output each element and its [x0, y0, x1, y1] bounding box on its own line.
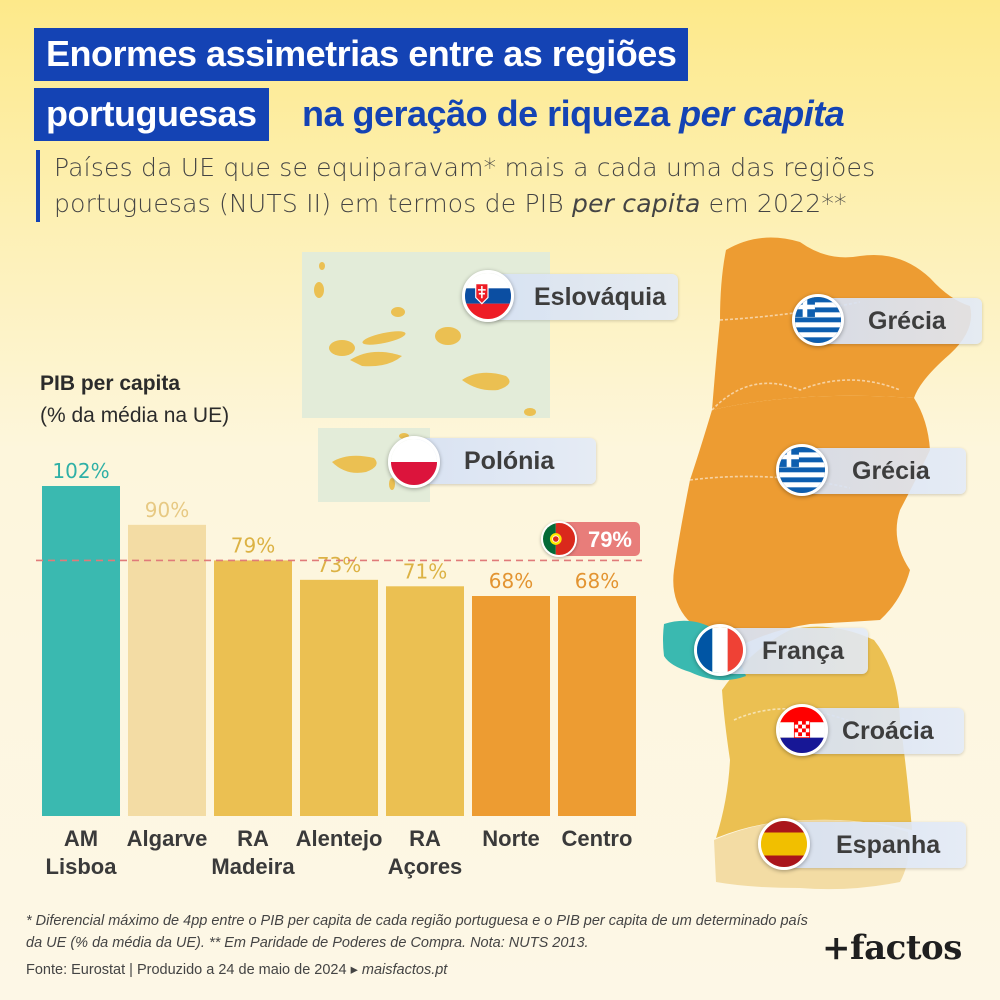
bar-1 — [128, 524, 206, 816]
madeira-island-desertas — [389, 478, 395, 490]
category-label: RA — [237, 826, 269, 851]
azores-island-graciosa — [391, 307, 405, 317]
croatia-flag-icon — [776, 704, 828, 756]
spain-flag-svg — [761, 821, 807, 867]
portugal-flag-svg — [543, 523, 575, 555]
greece-flag-icon — [776, 444, 828, 496]
title-line-1: Enormes assimetrias entre as regiões — [34, 28, 689, 81]
bar-value-label: 90% — [145, 498, 189, 522]
poland-flag-icon — [388, 436, 440, 488]
chart-ylabel-unit: (% da média na UE) — [40, 404, 230, 427]
category-label: Algarve — [127, 826, 208, 851]
bar-5 — [472, 596, 550, 816]
country-label-algarve: Espanha — [836, 831, 941, 859]
country-label-alentejo: Croácia — [842, 717, 934, 745]
country-label-centro: Grécia — [852, 457, 930, 485]
bar-3 — [300, 579, 378, 816]
bar-value-label: 71% — [403, 559, 447, 583]
chart-ylabel: PIB per capita — [40, 372, 180, 396]
france-flag-icon — [694, 624, 746, 676]
greece-flag-icon — [792, 294, 844, 346]
subtitle-emphasis: per capita — [572, 189, 701, 218]
greece-flag-svg — [779, 447, 825, 493]
bar-value-label: 68% — [575, 569, 619, 593]
pill-algarve: Espanha — [786, 822, 966, 868]
pill-madeira: Polónia — [412, 438, 596, 484]
subtitle: Países da UE que se equiparavam* mais a … — [36, 150, 976, 222]
azores-island-sao-miguel — [462, 372, 510, 391]
title-line-2-emphasis: per capita — [679, 93, 845, 134]
category-label: Açores — [388, 854, 463, 879]
poland-flag-svg — [391, 439, 437, 485]
category-label: Norte — [482, 826, 539, 851]
slovakia-flag-svg — [465, 273, 511, 319]
bar-value-label: 79% — [231, 533, 275, 557]
azores-islands — [314, 262, 536, 416]
bar-value-label: 73% — [317, 553, 361, 577]
category-label: Alentejo — [296, 826, 383, 851]
bar-chart: 102% AM Lisboa 90% Algarve 79% RA Madeira 73% Ale… — [36, 459, 642, 879]
bar-0 — [42, 486, 120, 816]
croatia-flag-svg — [779, 707, 825, 753]
country-label-azores: Eslováquia — [534, 283, 666, 311]
azores-island-santa-maria — [524, 408, 536, 416]
brand-logo: +factos — [822, 928, 962, 968]
country-label-am-lisboa: França — [762, 637, 844, 665]
pill-norte: Grécia — [818, 298, 982, 344]
madeira-island-main — [332, 455, 377, 473]
subtitle-text-1: Países da UE que se equiparavam* mais a … — [54, 153, 876, 218]
bar-4 — [386, 586, 464, 816]
bar-6 — [558, 596, 636, 816]
source-link[interactable]: maisfactos.pt — [361, 962, 448, 978]
category-label: Centro — [562, 826, 633, 851]
category-label: Madeira — [211, 854, 295, 879]
azores-island-faial — [329, 340, 355, 356]
subtitle-text-2: em 2022** — [700, 189, 847, 218]
azores-island-pico — [350, 351, 402, 367]
category-label: RA — [409, 826, 441, 851]
footnote: * Diferencial máximo de 4pp entre o PIB … — [26, 913, 808, 951]
azores-island-corvo — [319, 262, 325, 270]
azores-island-terceira — [435, 327, 461, 345]
category-label: Lisboa — [46, 854, 118, 879]
bar-value-label: 102% — [52, 459, 109, 483]
greece-flag-svg — [795, 297, 841, 343]
bar-2 — [214, 560, 292, 816]
title-line-2-highlight: portuguesas — [34, 88, 269, 141]
slovakia-flag-icon — [462, 270, 514, 322]
chart-ylabel-text: PIB per capita — [40, 372, 181, 395]
azores-island-sao-jorge — [362, 331, 406, 345]
bar-value-label: 68% — [489, 569, 533, 593]
source-line: Fonte: Eurostat | Produzido a 24 de maio… — [26, 962, 447, 978]
spain-flag-icon — [758, 818, 810, 870]
azores-island-flores — [314, 282, 324, 298]
country-label-norte: Grécia — [868, 307, 946, 335]
country-label-madeira: Polónia — [464, 447, 555, 475]
source-text: Fonte: Eurostat | Produzido a 24 de maio… — [26, 962, 362, 978]
title-line-2-rest: na geração de riqueza per capita — [298, 88, 848, 141]
france-flag-svg — [697, 627, 743, 673]
pill-azores: Eslováquia — [482, 274, 678, 320]
portugal-flag-icon — [541, 521, 577, 557]
title-line-2-text: na geração de riqueza — [302, 93, 670, 134]
category-label: AM — [64, 826, 98, 851]
madeira-islands — [332, 433, 409, 490]
map-region-centro — [673, 395, 930, 648]
portugal-reference-value: 79% — [587, 527, 632, 552]
